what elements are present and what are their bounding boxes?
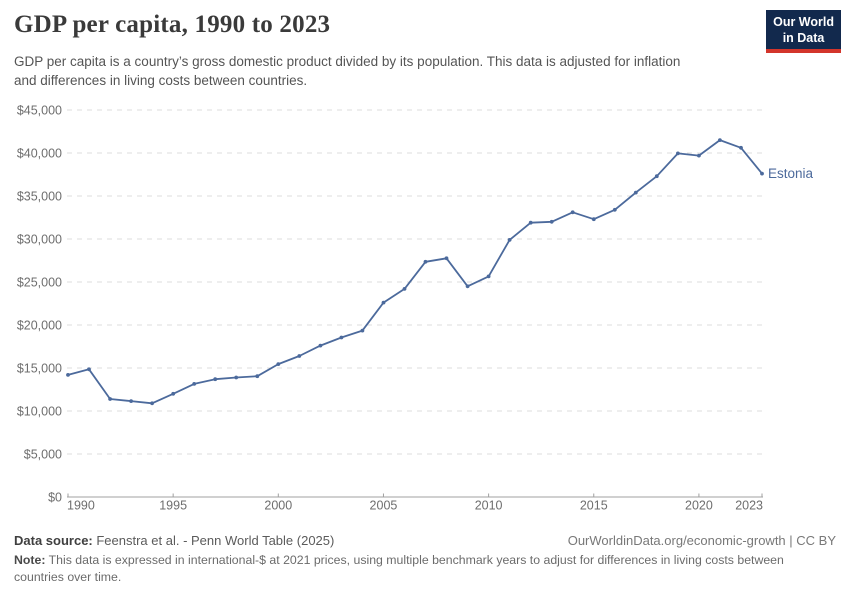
data-point-marker <box>192 382 197 386</box>
data-point-marker <box>423 259 428 264</box>
data-point-marker <box>654 174 659 179</box>
data-point-marker <box>486 274 491 279</box>
data-point-marker <box>213 377 218 382</box>
x-tick-label: 1990 <box>67 499 95 513</box>
data-point-marker <box>234 375 239 380</box>
y-tick-label: $45,000 <box>17 104 62 118</box>
data-source: Data source: Feenstra et al. - Penn Worl… <box>14 533 334 548</box>
line-chart: $0 $5,000 $10,000 $15,000 $20,000 $25,000 $30,… <box>17 104 814 513</box>
x-tick-label: 2020 <box>685 499 713 513</box>
x-tick-label: 2023 <box>735 499 763 513</box>
data-point-marker <box>360 328 365 333</box>
y-tick-label: $35,000 <box>17 190 62 204</box>
data-source-label: Data source: <box>14 533 93 548</box>
data-point-marker <box>402 287 407 291</box>
chart-note-text: This data is expressed in international-… <box>14 553 784 585</box>
data-point-marker <box>339 335 344 340</box>
y-tick-label: $10,000 <box>17 405 62 419</box>
y-tick-label: $5,000 <box>24 448 62 462</box>
x-tick-label: 2005 <box>370 499 398 513</box>
data-point-marker <box>465 284 470 289</box>
y-tick-label: $25,000 <box>17 276 62 290</box>
owid-logo-line2: in Data <box>782 31 825 45</box>
data-point-marker <box>739 145 743 150</box>
data-point-marker <box>444 256 449 261</box>
data-point-marker <box>171 391 176 396</box>
data-point-marker <box>718 138 722 142</box>
y-tick-label: $30,000 <box>17 233 62 247</box>
data-source-text: Feenstra et al. - Penn World Table (2025… <box>92 533 335 548</box>
chart-note: Note: This data is expressed in internat… <box>14 552 828 587</box>
x-tick-label: 2015 <box>580 499 608 513</box>
data-point-marker <box>612 207 617 212</box>
data-point-marker <box>255 374 260 379</box>
data-point-marker <box>150 401 155 406</box>
data-point-marker <box>528 220 533 225</box>
data-point-marker <box>297 354 302 358</box>
data-point-marker <box>676 151 680 156</box>
series-end-label: Estonia <box>768 166 814 181</box>
data-point-marker <box>318 343 323 348</box>
data-point-marker <box>108 397 112 401</box>
data-point-marker <box>381 300 386 305</box>
data-point-marker <box>549 219 554 224</box>
chart-subtitle: GDP per capita is a country’s gross dome… <box>14 54 681 88</box>
data-point-marker <box>570 210 575 215</box>
y-tick-label: $0 <box>48 491 62 505</box>
x-tick-label: 2000 <box>264 499 292 513</box>
data-point-marker <box>760 171 764 176</box>
data-point-marker <box>87 367 91 372</box>
data-point-marker <box>66 373 70 377</box>
chart-note-label: Note: <box>14 553 46 567</box>
data-point-marker <box>507 238 512 242</box>
owid-link: OurWorldinData.org/economic-growth | CC … <box>567 533 836 548</box>
data-point-marker <box>591 217 596 222</box>
x-tick-label: 1995 <box>159 499 187 513</box>
series-line <box>67 139 763 405</box>
owid-logo-line1: Our World <box>773 15 834 29</box>
y-tick-label: $15,000 <box>17 362 62 376</box>
data-point-marker <box>697 153 701 158</box>
data-point-marker <box>276 362 281 366</box>
x-tick-label: 2010 <box>475 499 503 513</box>
page-title: GDP per capita, 1990 to 2023 <box>14 11 331 38</box>
data-point-marker <box>633 190 638 195</box>
y-tick-label: $20,000 <box>17 319 62 333</box>
owid-logo: Our World in Data <box>766 10 841 53</box>
data-point-marker <box>129 399 134 403</box>
y-tick-label: $40,000 <box>17 147 62 161</box>
